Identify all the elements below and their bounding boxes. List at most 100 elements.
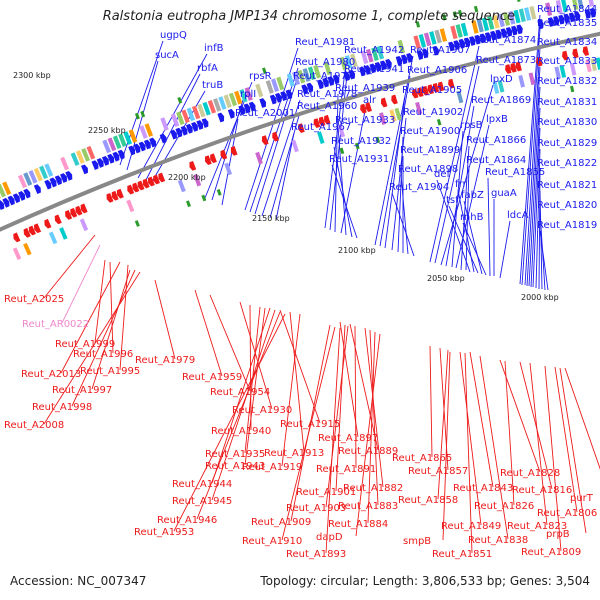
reverse-gene-arrow <box>323 114 331 125</box>
forward-gene-label: Reut_A1939 <box>335 83 395 94</box>
trna-marker <box>436 118 442 126</box>
cog-category-box <box>218 96 227 110</box>
cog-category-box <box>450 25 458 40</box>
forward-gene-arrow <box>107 153 115 164</box>
trna-marker <box>339 147 345 155</box>
reverse-gene-label: Reut_A1940 <box>211 426 271 437</box>
reverse-gene-label: purT <box>570 493 594 504</box>
cog-category-box <box>460 22 469 37</box>
forward-gene-label: Reut_A1873 <box>476 55 536 66</box>
cog-category-box <box>529 6 537 20</box>
reverse-leader-line <box>437 349 449 500</box>
forward-gene-arrow <box>7 195 15 206</box>
forward-gene-arrow <box>343 71 350 82</box>
reverse-leader-line <box>211 307 271 484</box>
forward-gene-arrow <box>280 91 287 101</box>
reverse-leader-line <box>325 325 349 508</box>
forward-leader-line <box>400 174 409 255</box>
reverse-gene-label: Reut_A1979 <box>135 355 195 366</box>
trna-marker <box>415 21 421 28</box>
forward-gene-arrow <box>421 48 429 59</box>
cog-category-box <box>177 179 186 193</box>
forward-gene-arrow <box>301 84 308 95</box>
trna-marker <box>177 96 183 104</box>
trna-marker <box>354 142 360 150</box>
forward-gene-arrow <box>185 123 193 134</box>
forward-gene-arrow <box>395 55 403 66</box>
reverse-leader-line <box>469 351 494 488</box>
reverse-leader-line <box>209 294 251 392</box>
forward-gene-label: Reut_A2001 <box>235 108 295 119</box>
forward-gene-arrow <box>406 53 413 63</box>
cog-category-box <box>487 16 495 30</box>
forward-gene-arrow <box>458 38 466 49</box>
forward-leader-line <box>397 136 404 253</box>
forward-gene-arrow <box>54 175 62 186</box>
forward-gene-label: frr <box>455 179 467 190</box>
forward-gene-label: alr <box>363 95 377 106</box>
cog-category-box <box>33 167 43 182</box>
cog-category-box <box>213 98 222 112</box>
cog-category-box <box>585 59 592 73</box>
forward-gene-label: Reut_A1833 <box>537 56 597 67</box>
forward-leader-line <box>530 107 541 288</box>
cog-category-box <box>223 94 232 109</box>
cog-category-box <box>434 29 442 44</box>
reverse-leader-line <box>335 324 346 492</box>
forward-leader-line <box>340 105 367 234</box>
forward-leader-line <box>445 105 475 267</box>
forward-gene-arrow <box>44 179 52 190</box>
reverse-gene-label: Reut_A1849 <box>441 521 501 532</box>
forward-gene-arrow <box>453 40 460 50</box>
reverse-gene-arrow <box>298 123 305 133</box>
forward-gene-label: Reut_A1835 <box>537 18 597 29</box>
forward-gene-arrow <box>112 151 120 162</box>
forward-gene-label: rpsR <box>249 71 272 82</box>
reverse-leader-line <box>279 309 321 424</box>
reverse-gene-label: Reut_A1946 <box>157 515 217 526</box>
cog-category-box <box>23 242 32 256</box>
forward-leader-line <box>455 124 490 269</box>
reverse-leader-line <box>61 244 101 324</box>
trna-marker <box>458 9 463 17</box>
forward-gene-arrow <box>348 69 356 80</box>
cog-category-box <box>255 83 264 98</box>
forward-gene-label: truB <box>202 80 223 91</box>
cog-category-box <box>60 156 70 171</box>
forward-gene-label: rpsB <box>460 120 483 131</box>
reverse-gene-arrow <box>75 205 83 216</box>
forward-gene-arrow <box>227 108 235 119</box>
forward-gene-arrow <box>416 50 424 60</box>
reverse-leader-line <box>479 355 509 540</box>
forward-gene-arrow <box>170 129 177 140</box>
cog-category-box <box>123 131 133 145</box>
forward-leader-line <box>532 127 541 288</box>
cog-category-box <box>418 33 427 48</box>
cog-category-box <box>513 9 521 24</box>
reverse-leader-line <box>325 327 341 554</box>
reverse-gene-arrow <box>148 176 155 187</box>
cog-category-box <box>186 107 196 122</box>
reverse-gene-arrow <box>28 225 36 236</box>
forward-gene-arrow <box>117 149 125 160</box>
cog-category-box <box>481 17 490 32</box>
cog-category-box <box>307 66 316 81</box>
forward-leader-line <box>434 65 480 264</box>
forward-gene-label: Reut_A1967 <box>291 122 351 133</box>
cog-category-box <box>302 68 311 82</box>
cog-category-box <box>528 72 536 86</box>
cog-category-box <box>492 81 500 94</box>
cog-category-box <box>28 170 38 184</box>
forward-gene-label: ldcA <box>507 210 529 221</box>
forward-gene-arrow <box>49 177 57 188</box>
reverse-leader-line <box>43 234 96 299</box>
forward-gene-label: guaA <box>491 188 517 199</box>
forward-leader-line <box>499 220 511 279</box>
forward-gene-arrow <box>490 30 497 41</box>
reverse-leader-line <box>289 311 305 453</box>
forward-gene-arrow <box>12 193 20 204</box>
reverse-gene-label: Reut_A1883 <box>338 501 398 512</box>
forward-gene-label: fabZ <box>461 190 484 201</box>
cog-category-box <box>276 76 285 91</box>
cog-category-box <box>193 173 202 187</box>
